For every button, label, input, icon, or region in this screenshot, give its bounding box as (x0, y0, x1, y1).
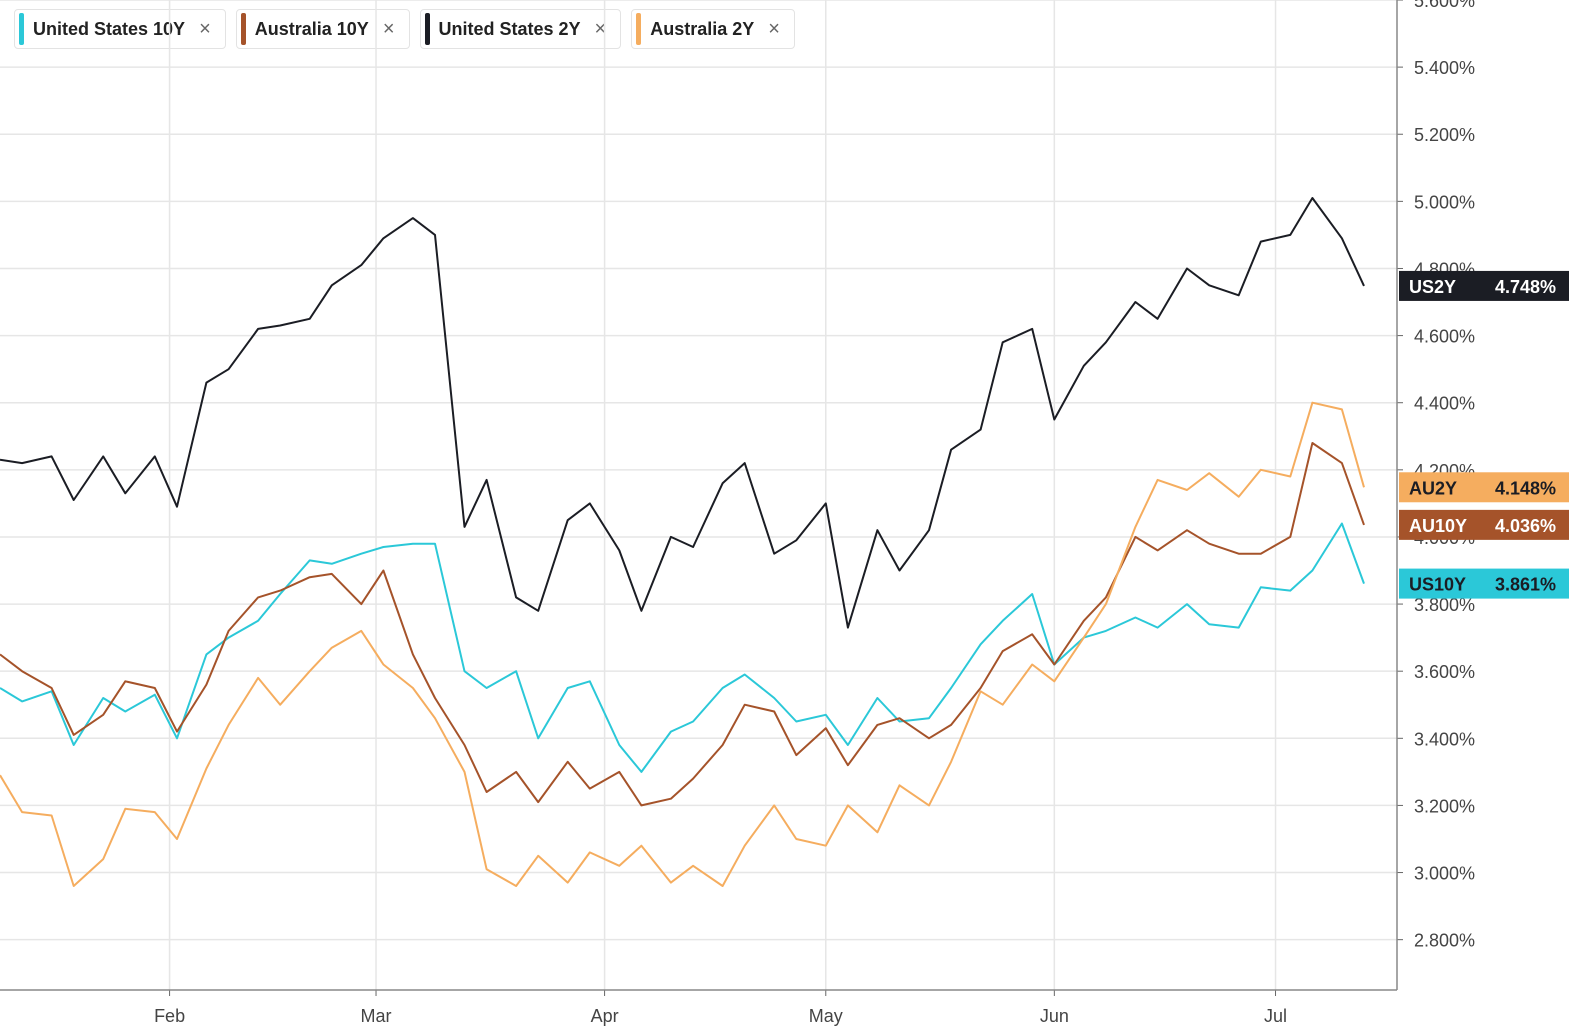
x-tick-label: Apr (591, 1006, 619, 1026)
y-tick-label: 2.800% (1414, 931, 1475, 951)
legend-chip[interactable]: Australia 2Y × (631, 9, 795, 49)
x-tick-label: May (809, 1006, 843, 1026)
x-tick-label: Feb (154, 1006, 185, 1026)
legend-swatch (424, 13, 430, 45)
legend-label: Australia 2Y (650, 18, 755, 39)
legend-swatch (240, 13, 246, 45)
series-line-au10y (0, 442, 1365, 807)
legend-chip[interactable]: United States 2Y × (419, 9, 622, 49)
y-tick-label: 4.400% (1414, 394, 1475, 414)
y-tick-label: 5.000% (1414, 192, 1475, 212)
legend-chip[interactable]: Australia 10Y × (235, 9, 410, 49)
y-tick-label: 5.600% (1414, 0, 1475, 11)
series-line-us2y (0, 197, 1365, 629)
legend-label: United States 2Y (438, 18, 581, 39)
legend-chip[interactable]: United States 10Y × (14, 9, 226, 49)
close-icon[interactable]: × (382, 18, 395, 40)
series-line-us10y (0, 522, 1365, 773)
last-value-badge (1399, 270, 1569, 301)
badge-series-label: AU2Y (1409, 478, 1457, 498)
legend-swatch (19, 13, 24, 45)
x-tick-label: Jul (1264, 1006, 1287, 1026)
legend-swatch (636, 13, 642, 45)
y-tick-label: 3.000% (1414, 864, 1475, 884)
legend: United States 10Y × Australia 10Y × United S… (14, 9, 795, 49)
legend-label: United States 10Y (33, 18, 186, 39)
y-tick-label: 3.600% (1414, 662, 1475, 682)
badge-last-value: 4.036% (1495, 516, 1556, 536)
badge-last-value: 3.861% (1495, 575, 1556, 595)
badge-last-value: 4.748% (1495, 277, 1556, 297)
x-tick-label: Jun (1040, 1006, 1069, 1026)
series-line-au2y (0, 401, 1365, 887)
y-tick-label: 3.800% (1414, 595, 1475, 615)
badge-series-label: US10Y (1409, 575, 1466, 595)
last-value-badge (1399, 509, 1569, 540)
legend-label: Australia 10Y (254, 18, 369, 39)
badge-last-value: 4.148% (1495, 478, 1556, 498)
y-tick-label: 4.600% (1414, 327, 1475, 347)
close-icon[interactable]: × (594, 18, 607, 40)
y-tick-label: 5.400% (1414, 58, 1475, 78)
close-icon[interactable]: × (768, 18, 780, 40)
y-tick-label: 3.200% (1414, 796, 1475, 816)
last-value-badge (1399, 568, 1569, 599)
badge-series-label: AU10Y (1409, 516, 1467, 536)
y-tick-label: 5.200% (1414, 125, 1475, 145)
last-value-badge (1399, 472, 1569, 503)
close-icon[interactable]: × (199, 18, 211, 40)
y-tick-label: 3.400% (1414, 729, 1475, 749)
x-tick-label: Mar (361, 1006, 392, 1026)
badge-series-label: US2Y (1409, 277, 1456, 297)
